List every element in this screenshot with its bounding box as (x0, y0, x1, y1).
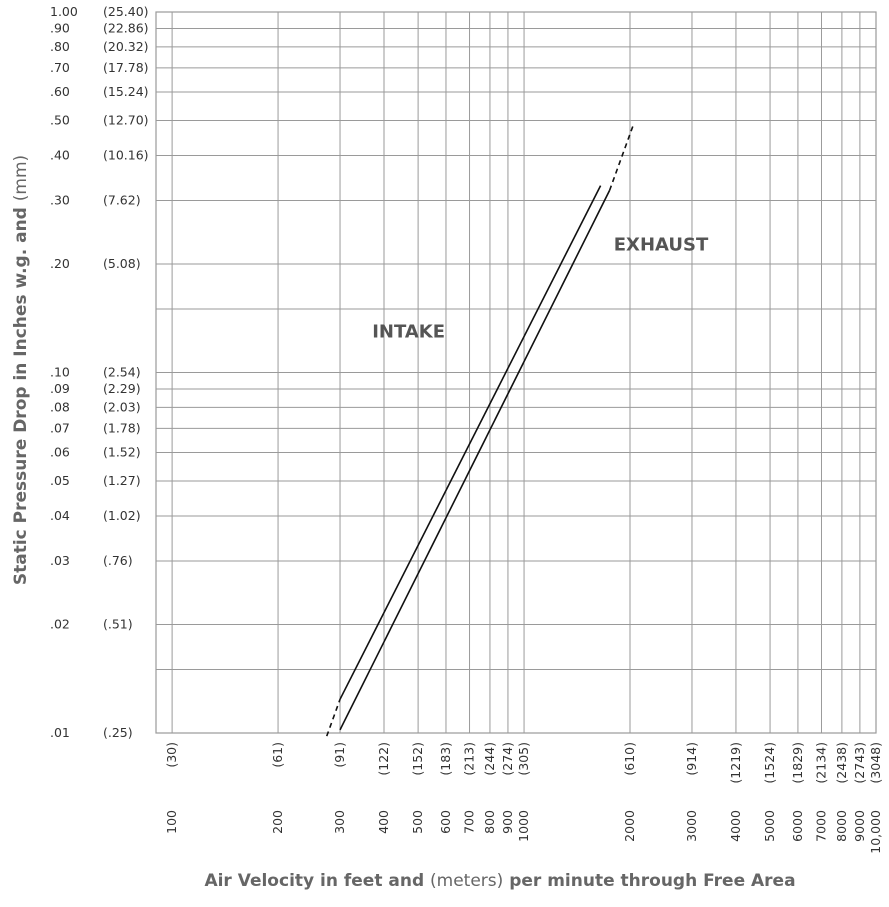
x-tick-metric-10: (610) (622, 742, 637, 776)
x-tick-metric-13: (1524) (762, 742, 777, 784)
y-tick-label-1: .90 (50, 20, 70, 35)
x-tick-label-16: 8000 (834, 810, 849, 842)
y-tick-metric-13: (1.52) (103, 444, 141, 459)
series-exhaust-line (339, 190, 611, 731)
x-tick-metric-0: (30) (164, 742, 179, 768)
series-intake-dashed-extension (325, 699, 341, 737)
x-tick-label-6: 700 (462, 810, 477, 834)
x-tick-metric-7: (244) (482, 742, 497, 776)
annotation-intake: INTAKE (372, 322, 445, 343)
y-tick-metric-17: (.51) (103, 616, 133, 631)
x-tick-label-0: 100 (164, 810, 179, 834)
y-tick-metric-2: (20.32) (103, 39, 149, 54)
x-tick-label-17: 9000 (852, 810, 867, 842)
y-tick-label-8: .20 (50, 256, 70, 271)
y-tick-metric-12: (1.78) (103, 420, 141, 435)
x-tick-metric-17: (2743) (852, 742, 867, 784)
y-tick-label-7: .30 (50, 192, 70, 207)
y-tick-label-6: .40 (50, 147, 70, 162)
grid-layer (156, 11, 877, 734)
x-tick-metric-6: (213) (462, 742, 477, 776)
y-tick-metric-3: (17.78) (103, 60, 149, 75)
y-tick-label-18: .01 (50, 725, 70, 740)
x-tick-metric-18: (3048) (868, 742, 883, 784)
x-tick-label-12: 4000 (728, 810, 743, 842)
y-tick-metric-1: (22.86) (103, 20, 149, 35)
x-tick-metric-3: (122) (376, 742, 391, 776)
y-tick-label-17: .02 (50, 616, 70, 631)
x-tick-metric-16: (2438) (834, 742, 849, 784)
x-tick-label-18: 10,000 (868, 810, 883, 854)
y-axis-title-unit: (mm) (11, 155, 31, 201)
y-tick-label-3: .70 (50, 60, 70, 75)
y-tick-metric-11: (2.03) (103, 399, 141, 414)
y-tick-metric-18: (.25) (103, 725, 133, 740)
x-tick-metric-11: (914) (684, 742, 699, 776)
y-tick-metric-0: (25.40) (103, 4, 149, 19)
series-intake-line (339, 185, 602, 700)
y-tick-metric-14: (1.27) (103, 473, 141, 488)
y-tick-label-15: .04 (50, 508, 70, 523)
x-tick-label-13: 5000 (762, 810, 777, 842)
y-tick-label-10: .09 (50, 381, 70, 396)
x-tick-label-15: 7000 (813, 810, 828, 842)
y-axis-title: Static Pressure Drop in Inches w.g. and … (11, 155, 31, 585)
x-tick-labels: 100 (30) 200 (61) 300 (91) 400 (122) 500 (152) 600… (164, 742, 883, 854)
x-tick-label-8: 900 (500, 810, 515, 834)
annotations: INTAKE EXHAUST (372, 234, 709, 342)
y-tick-label-12: .07 (50, 420, 70, 435)
y-tick-metric-16: (.76) (103, 553, 133, 568)
y-axis-title-main: Static Pressure Drop in Inches w.g. and (11, 207, 31, 585)
y-tick-label-9: .10 (50, 365, 70, 380)
y-tick-metric-10: (2.29) (103, 381, 141, 396)
x-tick-label-5: 600 (438, 810, 453, 834)
y-tick-label-2: .80 (50, 39, 70, 54)
y-tick-metric-7: (7.62) (103, 192, 141, 207)
x-tick-label-9: 1000 (516, 810, 531, 842)
series-layer (325, 123, 635, 737)
y-tick-metric-9: (2.54) (103, 365, 141, 380)
annotation-exhaust: EXHAUST (614, 234, 709, 255)
x-tick-metric-1: (61) (270, 742, 285, 768)
y-tick-label-0: 1.00 (50, 4, 78, 19)
y-tick-label-4: .60 (50, 84, 70, 99)
x-tick-metric-14: (1829) (790, 742, 805, 784)
x-tick-label-4: 500 (410, 810, 425, 834)
x-tick-label-7: 800 (482, 810, 497, 834)
x-tick-metric-9: (305) (516, 742, 531, 776)
y-tick-label-11: .08 (50, 399, 70, 414)
x-axis-title-tail: per minute through Free Area (509, 871, 795, 891)
y-tick-metric-8: (5.08) (103, 256, 141, 271)
y-tick-label-16: .03 (50, 553, 70, 568)
x-tick-metric-4: (152) (410, 742, 425, 776)
x-axis-title-unit: (meters) (430, 871, 503, 891)
x-tick-label-10: 2000 (622, 810, 637, 842)
series-exhaust-dashed-extension (608, 123, 635, 191)
x-tick-label-14: 6000 (790, 810, 805, 842)
x-tick-metric-15: (2134) (813, 742, 828, 784)
x-tick-label-2: 300 (332, 810, 347, 834)
y-tick-label-5: .50 (50, 113, 70, 128)
y-tick-metric-6: (10.16) (103, 147, 149, 162)
y-tick-metric-15: (1.02) (103, 508, 141, 523)
x-axis-title-main: Air Velocity in feet and (204, 871, 424, 891)
y-tick-metric-5: (12.70) (103, 113, 149, 128)
y-tick-labels: 1.00 (25.40) .90 (22.86) .80 (20.32) .70 (17.78… (50, 4, 149, 740)
x-tick-label-11: 3000 (684, 810, 699, 842)
plot-border (155, 11, 877, 734)
x-tick-metric-2: (91) (332, 742, 347, 768)
y-tick-metric-4: (15.24) (103, 84, 149, 99)
x-tick-label-3: 400 (376, 810, 391, 834)
x-tick-metric-12: (1219) (728, 742, 743, 784)
y-tick-label-13: .06 (50, 444, 70, 459)
x-axis-title: Air Velocity in feet and (meters) per mi… (204, 871, 795, 891)
x-tick-metric-8: (274) (500, 742, 515, 776)
x-tick-label-1: 200 (270, 810, 285, 834)
y-tick-label-14: .05 (50, 473, 70, 488)
x-tick-metric-5: (183) (438, 742, 453, 776)
